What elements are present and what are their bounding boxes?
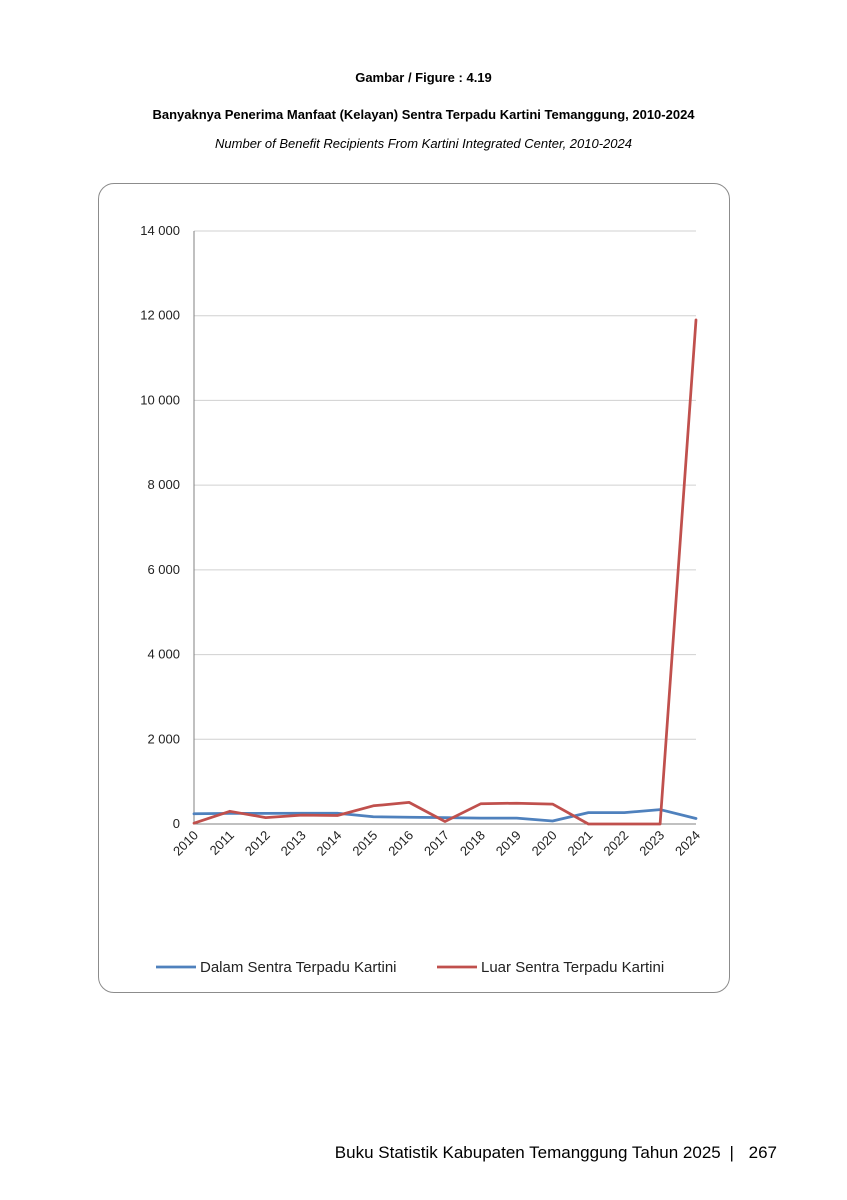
page-number: 267 [748,1143,777,1162]
y-tick-label: 4 000 [147,647,180,662]
y-tick-label: 10 000 [140,392,180,407]
x-tick-label: 2018 [457,828,488,859]
x-tick-label: 2019 [493,828,524,859]
y-tick-label: 8 000 [147,477,180,492]
line-chart: 0 2 000 4 000 6 000 8 000 10 000 12 000 14 000 2… [140,223,703,976]
footer-separator: | [729,1143,734,1162]
x-tick-label: 2011 [207,828,237,858]
series-line-2 [192,318,698,826]
x-tick-label: 2014 [313,828,344,859]
figure-label: Gambar / Figure : 4.19 [355,70,492,85]
legend-label: Luar Sentra Terpadu Kartini [481,959,664,976]
x-tick-label: 2024 [672,828,703,859]
x-tick-label: 2013 [278,828,309,859]
x-tick-label: 2016 [385,828,416,859]
x-tick-label: 2012 [242,828,273,859]
x-tick-label: 2020 [529,828,560,859]
x-tick-label: 2022 [600,828,631,859]
x-tick-label: 2021 [564,828,595,859]
y-tick-label: 14 000 [140,223,180,238]
x-tick-label: 2015 [349,828,380,859]
chart-title: Banyaknya Penerima Manfaat (Kelayan) Sen… [152,107,695,122]
y-tick-label: 2 000 [147,731,180,746]
x-tick-label: 2023 [636,828,667,859]
x-tick-label: 2010 [170,828,201,859]
legend-label: Dalam Sentra Terpadu Kartini [200,959,397,976]
y-tick-label: 6 000 [147,562,180,577]
series-line-1 [192,808,698,823]
chart-frame: 0 2 000 4 000 6 000 8 000 10 000 12 000 14 000 2… [98,183,730,993]
y-tick-label: 12 000 [140,308,180,323]
x-tick-label: 2017 [421,828,452,859]
page-footer: Buku Statistik Kabupaten Temanggung Tahu… [335,1143,777,1163]
chart-subtitle: Number of Benefit Recipients From Kartin… [215,136,632,151]
y-tick-label: 0 [173,816,180,831]
footer-book-title: Buku Statistik Kabupaten Temanggung Tahu… [334,1143,721,1162]
